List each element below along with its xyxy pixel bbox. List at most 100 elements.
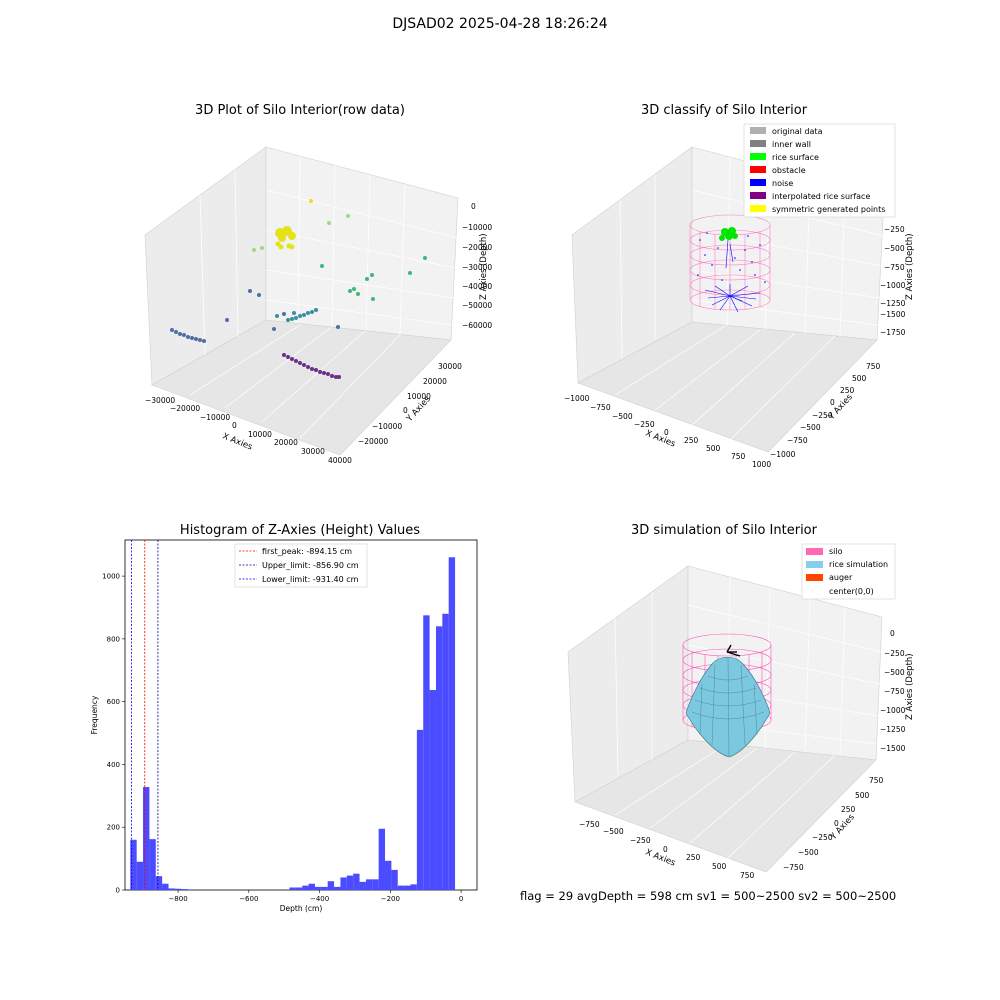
legend-obstacle: obstacle <box>772 166 806 175</box>
hist-bar <box>435 626 443 890</box>
sim-yaxis-label: Y Axies <box>828 812 857 843</box>
sim-xtick: −750 <box>579 820 600 829</box>
sim-ztick: −500 <box>884 668 905 677</box>
hist-bar <box>423 615 430 890</box>
raw-xtick: 20000 <box>274 438 298 447</box>
legend-inner-wall: inner wall <box>772 140 811 149</box>
cls-ytick: −750 <box>787 436 808 445</box>
hist-xticks: −800 −600 −400 −200 0 <box>168 890 463 903</box>
hist-bar <box>321 886 328 890</box>
hist-bar <box>302 885 309 890</box>
hist-bar <box>334 886 341 890</box>
raw-gridlines <box>189 155 459 439</box>
hist-bar <box>308 883 315 890</box>
simulation-plot-title: 3D simulation of Silo Interior <box>631 523 817 538</box>
sim-ytick: −750 <box>783 863 804 872</box>
hist-xtick-label: −600 <box>239 895 258 903</box>
sim-ztick: −750 <box>884 687 905 696</box>
raw-ztick: −30000 <box>462 263 492 272</box>
sim-surface-mesh <box>691 657 765 757</box>
hist-bar <box>429 690 436 890</box>
hist-ytick-label: 1000 <box>102 573 120 581</box>
cls-xaxis-label: X Axies <box>644 429 677 450</box>
hist-bar <box>340 877 347 890</box>
cls-xtick: −250 <box>634 420 655 429</box>
hist-bar <box>181 889 188 890</box>
raw-ztick: −10000 <box>462 223 492 232</box>
raw-yaxis-label: Y Axies <box>404 394 433 425</box>
hist-bar <box>314 886 322 890</box>
hist-bar <box>162 883 169 890</box>
hist-bar <box>448 557 456 890</box>
hist-reference-lines <box>131 540 159 890</box>
cls-xtick: 0 <box>664 428 669 437</box>
hist-bar <box>187 889 194 890</box>
hist-bar <box>397 885 405 890</box>
cls-rice-surface <box>719 227 738 241</box>
cls-xtick: −500 <box>612 412 633 421</box>
sim-ztick: 0 <box>890 629 895 638</box>
raw-ztick: −20000 <box>462 243 492 252</box>
raw-ytick: −20000 <box>358 437 388 446</box>
legend-swatch-rice-simulation <box>806 561 823 568</box>
hist-bar <box>410 884 417 890</box>
cls-ytick: 750 <box>866 362 881 371</box>
sim-ytick: 750 <box>869 776 884 785</box>
hist-bar <box>143 787 150 890</box>
sim-silo-wireframe <box>682 633 772 732</box>
raw-ytick: 20000 <box>423 377 447 386</box>
raw-ztick: −60000 <box>462 321 492 330</box>
hist-xaxis-label: Depth (cm) <box>280 904 323 913</box>
raw-ytick: 10000 <box>407 392 431 401</box>
sim-xtick: 250 <box>686 853 701 862</box>
cls-xtick: 1000 <box>752 460 771 469</box>
hist-bar <box>295 887 303 890</box>
status-line: flag = 29 avgDepth = 598 cm sv1 = 500~25… <box>520 889 897 903</box>
simulation-legend: silo rice simulation auger center(0,0) <box>801 543 896 600</box>
cls-gridlines <box>614 156 885 441</box>
cls-zaxis-label: Z Axies (Depth) <box>905 233 915 300</box>
raw-ytick: 0 <box>403 406 408 415</box>
raw-xtick: 10000 <box>248 430 272 439</box>
legend-swatch-obstacle <box>750 166 766 173</box>
hist-bar <box>404 885 411 890</box>
hist-bar <box>378 828 386 890</box>
hist-ytick-label: 200 <box>107 824 120 832</box>
legend-swatch-symmetric <box>750 205 766 212</box>
raw-ytick: 30000 <box>438 362 462 371</box>
hist-bar <box>327 881 335 890</box>
raw-ztick: −50000 <box>462 301 492 310</box>
cls-silo-wireframe <box>689 214 771 311</box>
raw-pane-floor <box>151 319 452 456</box>
raw-xaxis-label: X Axies <box>221 432 254 453</box>
raw-zaxis-label: Z Axies (Depth) <box>479 233 489 300</box>
raw-ytick: −10000 <box>372 422 402 431</box>
hist-bar <box>346 875 354 890</box>
sim-xtick: −250 <box>630 836 651 845</box>
cls-noise-dots <box>697 232 766 283</box>
sim-rice-surface <box>685 656 771 758</box>
cls-xtick: 250 <box>684 436 699 445</box>
hist-yticks: 0 200 400 600 800 1000 <box>102 573 125 895</box>
legend-interpolated-rice-surface: interpolated rice surface <box>772 192 870 201</box>
legend-swatch-silo <box>806 548 823 555</box>
hist-ytick-label: 400 <box>107 761 120 769</box>
sim-zaxis-label: Z Axies (Depth) <box>905 653 915 720</box>
sim-ytick: −250 <box>812 833 833 842</box>
legend-first-peak: first_peak: -894.15 cm <box>262 547 352 556</box>
classify-legend: original data inner wall rice surface ob… <box>743 123 896 218</box>
sim-ztick: −1000 <box>880 706 906 715</box>
raw-xtick: −30000 <box>145 396 175 405</box>
classify-plot-title: 3D classify of Silo Interior <box>640 103 808 118</box>
legend-lower-limit: Lower_limit: -931.40 cm <box>262 575 359 584</box>
hist-bar <box>416 729 424 890</box>
hist-bar <box>353 873 360 890</box>
cls-pane-back <box>691 146 885 341</box>
hist-ytick-label: 600 <box>107 698 120 706</box>
legend-center: center(0,0) <box>829 587 874 596</box>
sim-ztick: −1250 <box>880 725 906 734</box>
sim-xaxis-label: X Axies <box>644 848 677 869</box>
legend-symmetric-generated-points: symmetric generated points <box>772 205 885 214</box>
hist-legend: first_peak: -894.15 cm Upper_limit: -856… <box>234 543 368 588</box>
